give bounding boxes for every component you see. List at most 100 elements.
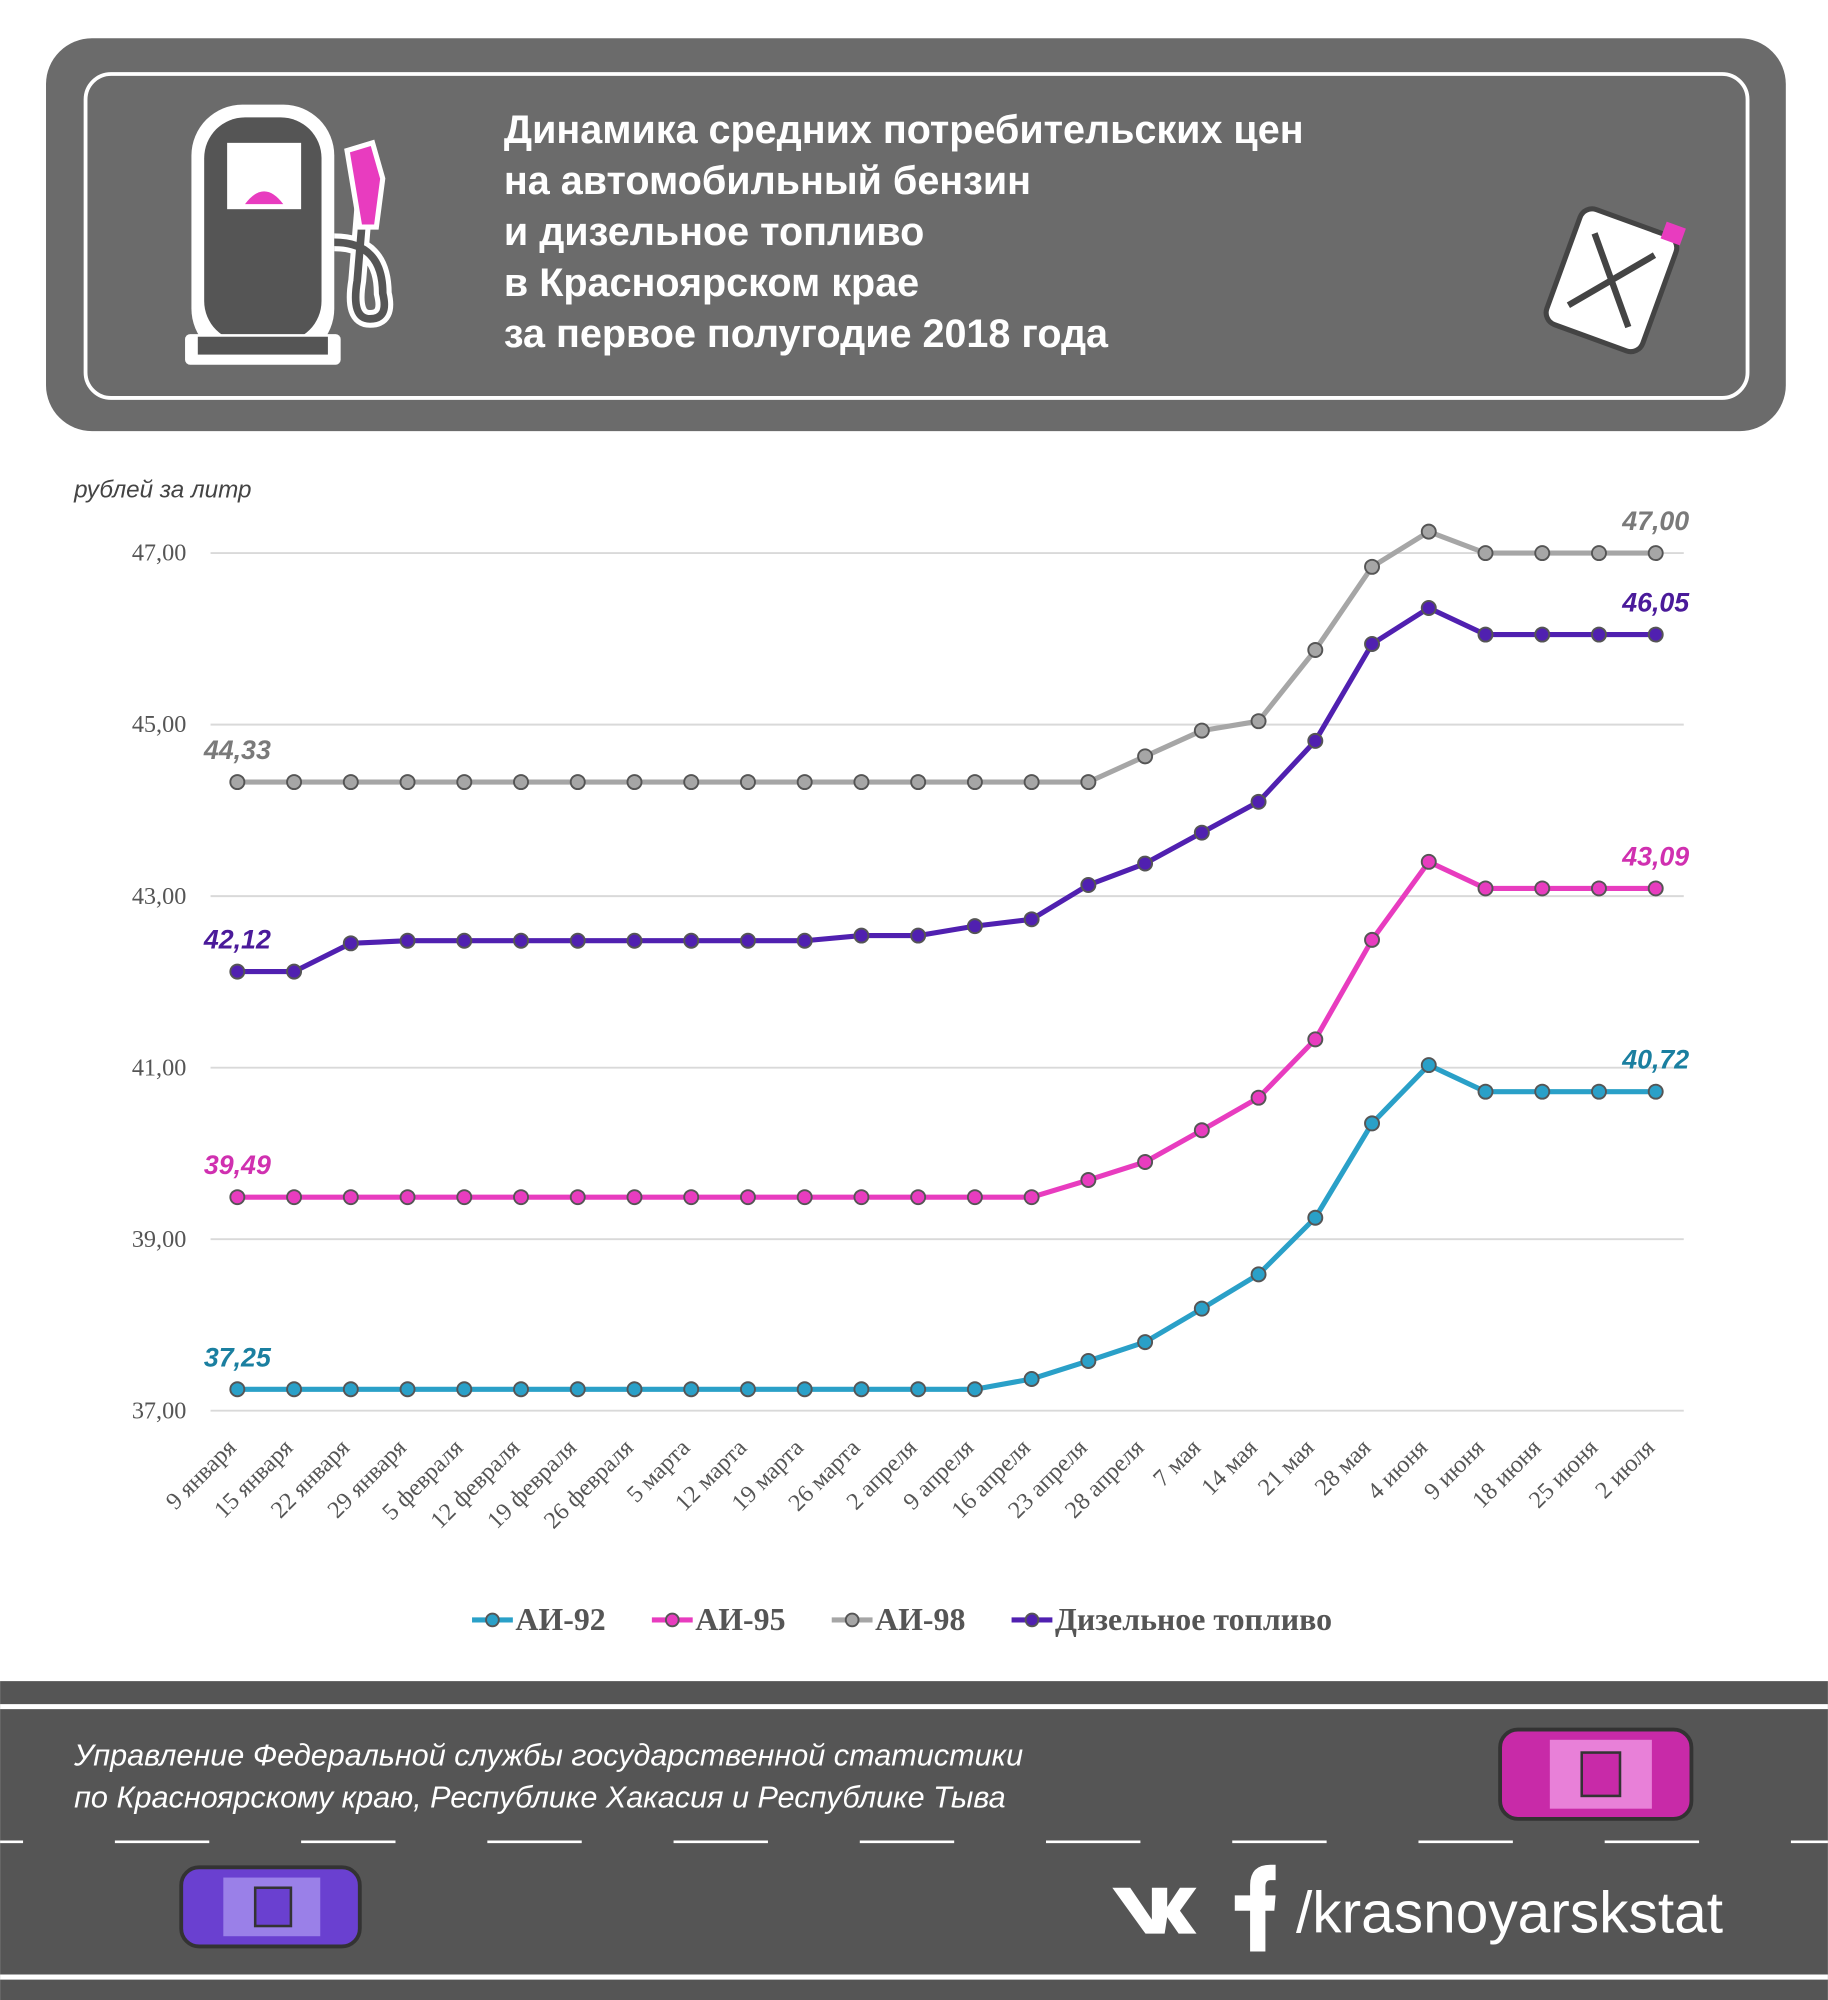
point-marker: [342, 1381, 359, 1398]
point-marker: [1534, 626, 1551, 643]
point-marker: [1534, 545, 1551, 562]
point-marker: [626, 1381, 643, 1398]
point-marker: [399, 1189, 416, 1206]
point-marker: [1477, 545, 1494, 562]
point-marker: [966, 774, 983, 791]
x-tick-label: 2 июля: [1590, 1434, 1660, 1504]
point-marker: [1420, 1057, 1437, 1074]
point-marker: [1364, 636, 1381, 652]
point-marker: [513, 932, 529, 949]
point-marker: [286, 1381, 303, 1398]
point-marker: [683, 1381, 700, 1398]
point-marker: [739, 1381, 756, 1398]
point-marker: [966, 1381, 983, 1398]
point-marker: [399, 932, 416, 949]
point-marker: [569, 774, 586, 791]
point-marker: [1364, 558, 1381, 575]
point-marker: [966, 918, 983, 935]
point-marker: [1364, 1115, 1381, 1132]
point-marker: [626, 1189, 643, 1206]
point-marker: [1534, 880, 1551, 897]
point-marker: [342, 774, 359, 791]
point-marker: [1137, 855, 1154, 872]
point-marker: [910, 1381, 927, 1398]
legend-label: АИ-98: [875, 1602, 965, 1637]
point-marker: [1250, 1266, 1267, 1283]
point-marker: [1647, 545, 1664, 562]
point-marker: [399, 1381, 416, 1398]
point-marker: [456, 1189, 473, 1206]
header-panel: [46, 38, 1786, 432]
point-marker: [683, 932, 700, 949]
point-marker: [456, 774, 473, 791]
data-label: 43,09: [1621, 841, 1689, 871]
point-marker: [739, 1189, 756, 1206]
point-marker: [1307, 642, 1324, 658]
point-marker: [1023, 774, 1040, 791]
point-marker: [1420, 600, 1437, 616]
y-tick-label: 43,00: [132, 883, 187, 910]
point-marker: [456, 1381, 473, 1398]
point-marker: [1477, 626, 1494, 643]
point-marker: [569, 1189, 586, 1206]
car-icon: [1498, 1727, 1694, 1821]
point-marker: [1193, 1122, 1210, 1139]
point-marker: [1193, 1300, 1210, 1317]
point-marker: [910, 1189, 927, 1206]
legend-marker: [485, 1612, 500, 1628]
point-marker: [1137, 748, 1154, 765]
point-marker: [1647, 626, 1664, 643]
point-marker: [739, 932, 756, 949]
point-marker: [1591, 1083, 1607, 1100]
point-marker: [513, 1381, 529, 1398]
point-marker: [1250, 793, 1267, 810]
point-marker: [1591, 545, 1607, 562]
point-marker: [1307, 732, 1324, 749]
point-marker: [1477, 880, 1494, 897]
legend-label: АИ-95: [695, 1602, 785, 1637]
point-marker: [796, 1381, 813, 1398]
point-marker: [1250, 713, 1267, 730]
point-marker: [853, 774, 870, 791]
point-marker: [1080, 774, 1097, 791]
point-marker: [1420, 523, 1437, 540]
point-marker: [1307, 1209, 1324, 1226]
point-marker: [569, 932, 586, 949]
point-marker: [626, 932, 643, 949]
point-marker: [966, 1189, 983, 1206]
point-marker: [569, 1381, 586, 1398]
point-marker: [796, 1189, 813, 1206]
header-frame: [83, 72, 1750, 400]
legend-label: АИ-92: [515, 1602, 605, 1637]
point-marker: [739, 774, 756, 791]
point-marker: [286, 963, 303, 980]
data-label: 47,00: [1621, 506, 1689, 536]
point-marker: [853, 1189, 870, 1206]
point-marker: [796, 932, 813, 949]
point-marker: [229, 1189, 246, 1206]
legend-marker: [844, 1612, 860, 1628]
point-marker: [1193, 824, 1210, 841]
point-marker: [853, 927, 870, 944]
point-marker: [1137, 1334, 1154, 1351]
point-marker: [1477, 1083, 1494, 1100]
point-marker: [853, 1381, 870, 1398]
point-marker: [910, 927, 927, 944]
header-title: в Красноярском крае: [504, 261, 919, 305]
x-tick-label: 21 мая: [1253, 1434, 1320, 1501]
x-tick-label: 4 июня: [1362, 1434, 1433, 1505]
point-marker: [1534, 1083, 1551, 1100]
data-label: 42,12: [203, 925, 271, 955]
point-marker: [1647, 1083, 1664, 1100]
point-marker: [399, 774, 416, 791]
point-marker: [1250, 1089, 1267, 1106]
point-marker: [1420, 853, 1437, 870]
footer-org: по Красноярскому краю, Республике Хакаси…: [74, 1780, 1006, 1814]
point-marker: [1591, 880, 1607, 897]
data-label: 44,33: [203, 735, 271, 765]
point-marker: [342, 1189, 359, 1206]
point-marker: [513, 1189, 529, 1206]
point-marker: [342, 935, 359, 952]
y-tick-label: 39,00: [132, 1226, 187, 1253]
